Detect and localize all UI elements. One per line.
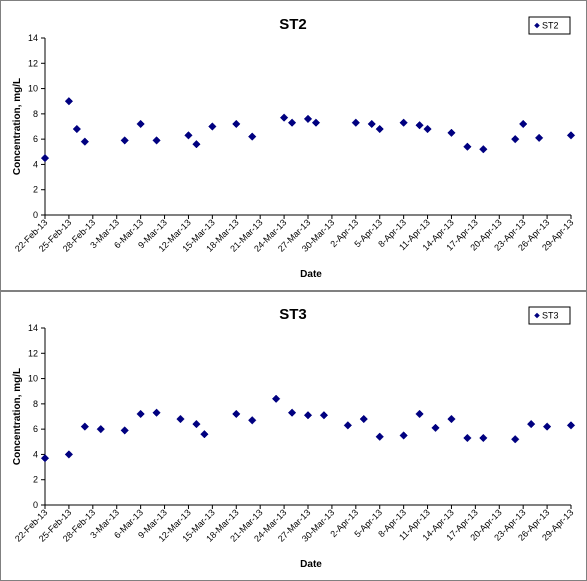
legend: ST3 xyxy=(528,306,571,325)
data-point xyxy=(208,122,217,131)
y-tick-label: 8 xyxy=(33,109,38,119)
data-point xyxy=(64,450,74,459)
data-point xyxy=(463,142,472,151)
data-point xyxy=(120,426,129,435)
data-point xyxy=(319,411,329,420)
data-point xyxy=(534,133,544,143)
y-tick-label: 10 xyxy=(28,374,38,384)
y-tick-label: 2 xyxy=(33,185,38,195)
data-point xyxy=(232,119,241,129)
y-axis-label: Concentration, mg/L xyxy=(12,78,23,175)
data-point xyxy=(479,433,488,443)
data-point xyxy=(463,433,472,443)
data-point xyxy=(367,119,376,129)
data-point xyxy=(375,124,384,134)
y-tick-label: 6 xyxy=(33,134,38,144)
y-tick-label: 4 xyxy=(33,449,38,459)
data-point xyxy=(192,140,201,149)
data-point xyxy=(200,430,209,439)
legend-label: ST3 xyxy=(542,311,559,321)
data-point xyxy=(311,118,321,127)
data-point xyxy=(447,128,456,137)
data-point xyxy=(423,124,432,134)
x-axis-label: Date xyxy=(300,559,322,570)
data-point xyxy=(287,408,297,417)
data-point xyxy=(399,118,408,127)
data-point xyxy=(415,409,424,419)
y-axis-label: Concentration, mg/L xyxy=(12,368,23,465)
data-point xyxy=(566,421,576,430)
y-tick-label: 14 xyxy=(28,33,38,43)
y-tick-label: 4 xyxy=(33,159,38,169)
data-point xyxy=(80,137,90,146)
data-point xyxy=(72,124,82,134)
data-point xyxy=(176,414,185,424)
legend-box xyxy=(528,306,571,325)
legend-marker xyxy=(534,22,540,29)
data-point xyxy=(80,422,90,431)
data-point xyxy=(526,419,536,429)
legend: ST2 xyxy=(528,16,571,35)
chart-st3: ST30246810121422-Feb-1325-Feb-1328-Feb-1… xyxy=(12,306,576,570)
data-point xyxy=(511,134,520,144)
data-point xyxy=(120,136,129,145)
data-point xyxy=(152,136,161,145)
data-point xyxy=(271,394,281,403)
y-tick-label: 10 xyxy=(28,84,38,94)
data-point xyxy=(303,411,313,420)
y-tick-label: 8 xyxy=(33,399,38,409)
data-point xyxy=(375,432,384,441)
legend-label: ST2 xyxy=(542,21,559,31)
data-point xyxy=(519,119,528,129)
y-tick-label: 6 xyxy=(33,424,38,434)
data-point xyxy=(184,131,193,140)
data-point xyxy=(232,409,241,419)
data-point xyxy=(415,121,424,130)
data-point xyxy=(351,118,360,127)
data-point xyxy=(566,131,576,140)
data-point xyxy=(479,145,488,154)
data-point xyxy=(152,408,161,417)
data-point xyxy=(248,132,257,141)
chart-title: ST2 xyxy=(279,16,307,33)
chart-panel-st3: ST3 0 2 4 6 8 10 12 14 22-Feb-13 25-Feb-13 28-Feb-1… xyxy=(0,291,587,581)
y-tick-label: 2 xyxy=(33,475,38,485)
y-tick-label: 12 xyxy=(28,58,38,68)
data-point xyxy=(542,422,552,431)
chart-title: ST3 xyxy=(279,306,307,323)
data-point xyxy=(96,424,105,434)
legend-box xyxy=(528,16,571,35)
chart-panel-st2: ST2 0 2 4 6 8 10 12 14 22-Feb-13 25-Feb-13 28-Feb-1… xyxy=(0,0,587,291)
data-point xyxy=(447,414,456,424)
y-tick-label: 0 xyxy=(33,210,38,220)
data-point xyxy=(248,416,257,425)
data-point xyxy=(399,431,408,440)
data-point xyxy=(511,435,520,444)
data-point xyxy=(40,153,50,163)
y-tick-label: 12 xyxy=(28,348,38,358)
data-point xyxy=(136,119,145,129)
data-point xyxy=(136,409,145,419)
data-point xyxy=(64,97,74,106)
data-point xyxy=(192,419,201,429)
data-point xyxy=(40,454,50,463)
chart-st2: ST20246810121422-Feb-1325-Feb-1328-Feb-1… xyxy=(12,16,576,280)
y-tick-label: 14 xyxy=(28,323,38,333)
data-point xyxy=(431,423,440,433)
data-point xyxy=(287,118,297,127)
legend-marker xyxy=(534,312,540,319)
data-point xyxy=(359,414,368,424)
x-axis-label: Date xyxy=(300,269,322,280)
y-tick-label: 0 xyxy=(33,500,38,510)
data-point xyxy=(343,421,353,430)
data-point xyxy=(303,114,313,124)
data-point xyxy=(279,113,289,122)
